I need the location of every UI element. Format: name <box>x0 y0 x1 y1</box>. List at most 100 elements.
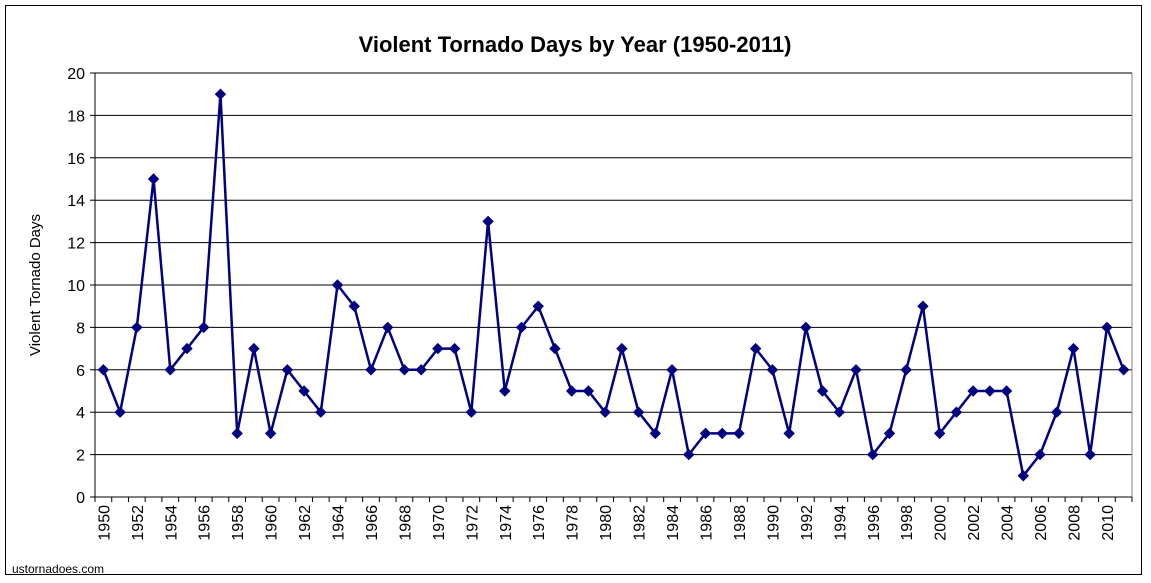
y-tick-label: 18 <box>67 108 85 125</box>
x-tick-label: 1956 <box>197 505 214 541</box>
y-tick-label: 6 <box>76 363 85 380</box>
data-point <box>616 342 628 355</box>
x-tick-label: 1984 <box>665 505 682 541</box>
data-point <box>181 342 193 355</box>
x-tick-label: 2002 <box>966 505 983 541</box>
y-tick-label: 10 <box>67 278 85 295</box>
data-point <box>398 364 411 376</box>
x-tick-label: 2004 <box>1000 505 1017 541</box>
x-tick-label: 1966 <box>364 505 381 541</box>
source-label: ustornadoes.com <box>12 562 104 576</box>
data-point <box>766 364 779 376</box>
data-point <box>649 427 662 440</box>
data-point <box>315 406 327 418</box>
x-tick-label: 1998 <box>899 505 916 541</box>
data-point <box>933 427 946 440</box>
y-tick-label: 20 <box>67 66 85 83</box>
data-point <box>264 427 277 440</box>
data-point <box>1000 385 1013 397</box>
data-point <box>164 364 176 376</box>
data-point <box>1051 406 1063 418</box>
x-tick-label: 2008 <box>1066 505 1083 541</box>
x-tick-label: 1968 <box>397 505 414 541</box>
x-tick-label: 1972 <box>464 505 481 541</box>
data-point <box>716 427 728 440</box>
x-tick-label: 1952 <box>130 505 147 541</box>
data-point <box>1117 364 1130 376</box>
x-tick-label: 1990 <box>765 505 782 541</box>
x-tick-label: 1986 <box>698 505 715 541</box>
series-violent-tornado-days <box>97 88 1130 482</box>
data-point <box>465 406 478 418</box>
data-point <box>348 300 360 312</box>
data-point <box>331 279 344 291</box>
data-point <box>365 364 377 376</box>
data-point <box>1017 470 1029 482</box>
x-tick-label: 1960 <box>264 505 281 541</box>
data-point <box>114 406 126 418</box>
x-tick-label: 1954 <box>163 505 180 541</box>
data-point <box>131 321 143 334</box>
x-tick-label: 1992 <box>799 505 816 541</box>
y-tick-labels: 0 2 4 6 8 10 12 14 16 18 20 <box>67 66 85 507</box>
x-tick-label: 2010 <box>1100 505 1117 541</box>
y-tick-label: 12 <box>67 236 85 253</box>
data-point <box>850 364 862 376</box>
data-point <box>231 427 243 440</box>
data-point <box>1067 342 1080 355</box>
data-point <box>599 406 611 418</box>
x-tick-label: 1964 <box>331 505 348 541</box>
y-axis-label: Violent Tornado Days <box>27 214 44 356</box>
series-line <box>102 94 1125 479</box>
x-tick-label: 1976 <box>531 505 548 541</box>
gridlines <box>95 72 1132 456</box>
data-point <box>683 448 695 461</box>
y-tick-label: 2 <box>76 448 85 465</box>
y-tick-label: 8 <box>76 320 85 337</box>
data-point <box>147 173 160 185</box>
x-tick-label: 1958 <box>230 505 247 541</box>
data-point <box>1034 448 1046 461</box>
data-point <box>381 321 394 334</box>
x-tick-label: 2000 <box>933 505 950 541</box>
data-point <box>833 406 846 418</box>
data-point <box>448 342 461 355</box>
data-point <box>699 427 712 440</box>
data-point <box>281 364 294 376</box>
y-tick-label: 14 <box>67 193 85 210</box>
data-point <box>749 342 762 355</box>
x-tick-label: 1950 <box>96 505 113 541</box>
data-point <box>198 321 210 334</box>
x-tick-labels: 1950 1952 1954 1956 1958 1960 1962 1964 1966 1968… <box>96 505 1117 541</box>
data-point <box>248 342 260 355</box>
data-point <box>532 300 544 312</box>
y-tick-label: 16 <box>67 151 85 168</box>
y-tick-label: 0 <box>76 490 85 507</box>
data-point <box>917 300 929 312</box>
data-point <box>900 364 912 376</box>
data-point <box>632 406 645 418</box>
data-point <box>432 342 444 355</box>
data-point <box>214 88 227 100</box>
chart-title: Violent Tornado Days by Year (1950-2011) <box>359 32 792 57</box>
data-point <box>867 448 879 461</box>
data-point <box>515 321 528 334</box>
data-point <box>967 385 979 397</box>
data-point <box>298 385 310 397</box>
x-tick-label: 1962 <box>297 505 314 541</box>
x-tick-label: 1974 <box>498 505 515 541</box>
x-tick-label: 1980 <box>598 505 615 541</box>
data-point <box>1084 448 1096 461</box>
x-tick-label: 1978 <box>565 505 582 541</box>
data-point <box>582 385 595 397</box>
data-point <box>783 427 795 440</box>
data-point <box>984 385 996 397</box>
data-point <box>800 321 812 334</box>
x-tick-label: 1970 <box>431 505 448 541</box>
data-point <box>816 385 829 397</box>
data-point <box>499 385 511 397</box>
data-point <box>666 364 678 376</box>
chart-frame <box>5 5 1142 575</box>
data-point <box>1101 321 1113 334</box>
